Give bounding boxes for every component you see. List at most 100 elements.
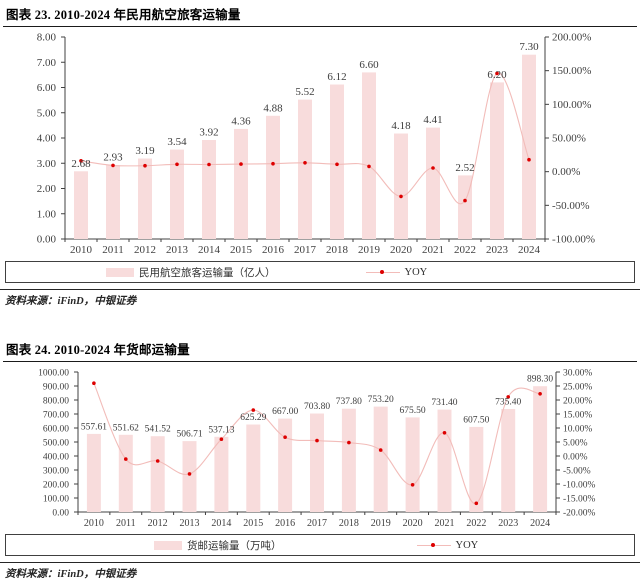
svg-text:625.29: 625.29 [240, 413, 266, 423]
yoy-marker [347, 440, 351, 445]
svg-text:50.00%: 50.00% [552, 133, 586, 145]
legend-item-yoy: YOY [365, 266, 428, 278]
bar [362, 72, 376, 240]
bar [298, 99, 312, 239]
bar [310, 413, 324, 512]
figure-23-legend: 民用航空旅客运输量（亿人） YOY [5, 261, 635, 283]
svg-text:675.50: 675.50 [400, 406, 426, 416]
svg-text:7.30: 7.30 [519, 41, 539, 53]
yoy-series-label: YOY [455, 539, 479, 551]
svg-text:2017: 2017 [294, 244, 317, 256]
svg-text:1000.00: 1000.00 [38, 369, 69, 379]
yoy-marker [495, 71, 499, 76]
bar [266, 115, 280, 239]
svg-text:3.92: 3.92 [199, 127, 218, 139]
svg-text:735.40: 735.40 [495, 398, 521, 408]
yoy-marker [315, 438, 319, 443]
svg-text:-20.00%: -20.00% [563, 509, 596, 519]
svg-text:703.80: 703.80 [304, 402, 330, 412]
svg-text:2012: 2012 [148, 518, 168, 529]
svg-text:737.80: 737.80 [336, 397, 362, 407]
figure-23-source: 资料来源：iFinD，中银证券 [5, 296, 137, 307]
svg-text:200.00%: 200.00% [552, 32, 591, 44]
yoy-marker [187, 472, 192, 476]
svg-text:2012: 2012 [134, 244, 156, 256]
svg-text:2015: 2015 [230, 244, 253, 256]
bar [138, 158, 152, 239]
bar [234, 128, 248, 239]
figure-24-title: 图表 24. 2010-2024 年货邮运输量 [3, 335, 637, 362]
svg-text:2013: 2013 [166, 244, 189, 256]
svg-text:-10.00%: -10.00% [563, 481, 596, 491]
svg-text:2.68: 2.68 [71, 158, 91, 170]
divider [0, 289, 640, 290]
bar [246, 424, 261, 512]
yoy-marker [527, 157, 531, 162]
svg-text:2018: 2018 [339, 518, 359, 529]
bar-value-labels: 557.61 551.62 541.52 506.71 537.13 625.29 667.… [81, 375, 554, 440]
svg-text:10.00%: 10.00% [563, 425, 592, 435]
svg-text:700.00: 700.00 [43, 411, 69, 421]
svg-text:2017: 2017 [307, 518, 327, 529]
yoy-line [93, 382, 541, 504]
svg-text:551.62: 551.62 [113, 423, 139, 433]
svg-text:2.93: 2.93 [103, 152, 123, 164]
bar [437, 409, 452, 512]
yoy-marker [175, 162, 179, 167]
yoy-marker [303, 161, 307, 165]
yoy-marker [239, 162, 243, 166]
yoy-series-label: YOY [404, 266, 428, 278]
svg-text:2023: 2023 [486, 244, 509, 256]
svg-text:2019: 2019 [371, 518, 391, 529]
yoy-marker [207, 162, 211, 167]
bar [405, 417, 420, 512]
yoy-marker [79, 159, 83, 163]
svg-text:2022: 2022 [466, 518, 486, 529]
svg-text:4.36: 4.36 [231, 115, 251, 127]
svg-text:537.13: 537.13 [208, 425, 234, 435]
yoy-marker [431, 166, 435, 170]
figure-23: 图表 23. 2010-2024 年民用航空旅客运输量 8.00 7.00 6.00… [0, 0, 640, 307]
svg-text:400.00: 400.00 [43, 453, 69, 463]
svg-text:-5.00%: -5.00% [563, 467, 591, 477]
svg-text:2022: 2022 [454, 244, 476, 256]
svg-text:5.00%: 5.00% [563, 439, 588, 449]
bar [426, 127, 440, 239]
svg-text:600.00: 600.00 [43, 425, 69, 435]
yoy-marker [92, 381, 96, 385]
svg-text:2010: 2010 [84, 518, 104, 529]
svg-text:0.00%: 0.00% [552, 166, 580, 178]
svg-text:3.19: 3.19 [135, 145, 155, 157]
divider [0, 562, 640, 563]
svg-text:2021: 2021 [422, 244, 444, 256]
yoy-marker [463, 198, 467, 203]
figure-24: 图表 24. 2010-2024 年货邮运输量 1000.00 900.00 800… [0, 335, 640, 581]
svg-text:6.00: 6.00 [37, 82, 57, 94]
yoy-markers [79, 71, 531, 203]
svg-text:2015: 2015 [243, 518, 263, 529]
bar [170, 149, 184, 239]
bar [458, 175, 472, 239]
svg-text:607.50: 607.50 [463, 415, 489, 425]
figure-23-title: 图表 23. 2010-2024 年民用航空旅客运输量 [3, 0, 637, 27]
bar [394, 133, 408, 239]
svg-text:800.00: 800.00 [43, 397, 69, 407]
yoy-marker [251, 408, 256, 412]
svg-text:5.52: 5.52 [295, 86, 314, 98]
yoy-marker [538, 392, 542, 396]
yoy-marker [143, 163, 147, 168]
svg-text:0.00%: 0.00% [563, 453, 588, 463]
svg-text:-15.00%: -15.00% [563, 495, 596, 505]
yoy-marker [442, 431, 447, 435]
svg-text:500.00: 500.00 [43, 439, 69, 449]
svg-text:753.20: 753.20 [368, 395, 394, 405]
svg-text:506.71: 506.71 [176, 430, 202, 440]
svg-text:100.00%: 100.00% [552, 99, 591, 111]
bar [182, 441, 197, 512]
svg-text:898.30: 898.30 [527, 375, 553, 385]
svg-text:1.00: 1.00 [37, 208, 57, 220]
x-axis-labels: 2010 2011 2012 2013 2014 2015 2016 2017 2018 2019… [84, 518, 550, 529]
legend-item-bar: 民用航空旅客运输量（亿人） [106, 265, 276, 280]
figure-24-source: 资料来源：iFinD，中银证券 [5, 569, 137, 580]
bar [330, 84, 344, 239]
